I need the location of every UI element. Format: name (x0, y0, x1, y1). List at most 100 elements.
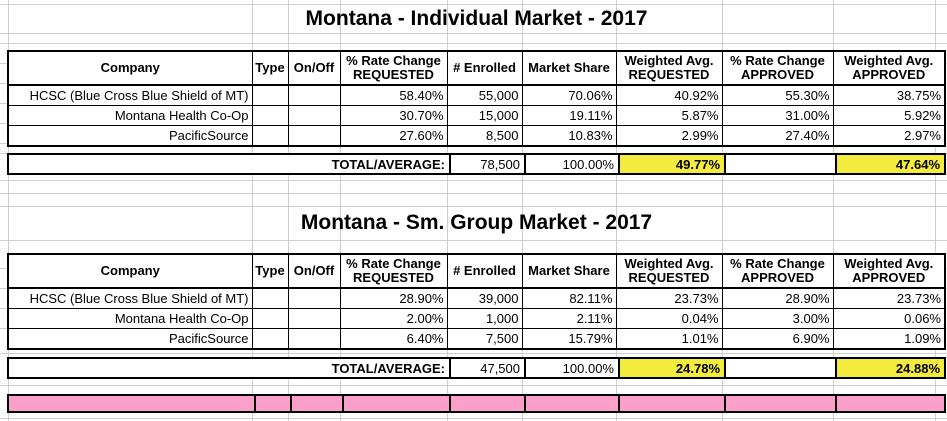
cell-rate-change-requested[interactable]: 58.40% (339, 84, 448, 106)
cell-on-off[interactable] (287, 308, 341, 329)
cell-enrolled[interactable]: 39,000 (446, 287, 523, 309)
col-header-type[interactable]: Type (251, 50, 289, 86)
cell-rate-change-approved[interactable]: 6.90% (721, 328, 834, 350)
col-header-weighted-avg-approved[interactable]: Weighted Avg. APPROVED (832, 253, 946, 289)
cell-company[interactable]: HCSC (Blue Cross Blue Shield of MT) (7, 287, 253, 309)
cell-enrolled[interactable]: 8,500 (446, 125, 523, 147)
pink-cell[interactable] (9, 396, 254, 411)
pink-empty-row (7, 394, 946, 413)
col-header-enrolled[interactable]: # Enrolled (446, 253, 523, 289)
table-row: HCSC (Blue Cross Blue Shield of MT) 28.9… (7, 287, 946, 309)
cell-market-share[interactable]: 82.11% (521, 287, 617, 309)
cell-weighted-avg-requested[interactable]: 1.01% (615, 328, 723, 350)
cell-weighted-avg-approved[interactable]: 5.92% (832, 105, 946, 126)
col-header-market-share[interactable]: Market Share (521, 50, 617, 86)
cell-company[interactable]: Montana Health Co-Op (7, 105, 253, 126)
total-rate-change-approved-empty[interactable] (724, 155, 835, 173)
cell-rate-change-approved[interactable]: 31.00% (721, 105, 834, 126)
cell-on-off[interactable] (287, 105, 341, 126)
total-enrolled[interactable]: 47,500 (449, 359, 524, 377)
cell-weighted-avg-approved[interactable]: 2.97% (832, 125, 946, 147)
cell-enrolled[interactable]: 7,500 (446, 328, 523, 350)
cell-company[interactable]: PacificSource (7, 328, 253, 350)
cell-market-share[interactable]: 19.11% (521, 105, 617, 126)
total-weighted-avg-requested[interactable]: 24.78% (618, 359, 724, 377)
col-header-on-off[interactable]: On/Off (287, 50, 341, 86)
col-header-weighted-avg-requested[interactable]: Weighted Avg. REQUESTED (615, 253, 723, 289)
cell-weighted-avg-approved[interactable]: 0.06% (832, 308, 946, 329)
pink-cell[interactable] (618, 396, 724, 411)
cell-type[interactable] (251, 287, 289, 309)
cell-market-share[interactable]: 70.06% (521, 84, 617, 106)
col-header-enrolled[interactable]: # Enrolled (446, 50, 523, 86)
total-market-share[interactable]: 100.00% (524, 155, 618, 173)
cell-enrolled[interactable]: 1,000 (446, 308, 523, 329)
cell-on-off[interactable] (287, 287, 341, 309)
pink-cell[interactable] (524, 396, 618, 411)
cell-weighted-avg-requested[interactable]: 40.92% (615, 84, 723, 106)
cell-market-share[interactable]: 15.79% (521, 328, 617, 350)
col-header-on-off[interactable]: On/Off (287, 253, 341, 289)
col-header-weighted-avg-requested[interactable]: Weighted Avg. REQUESTED (615, 50, 723, 86)
cell-weighted-avg-requested[interactable]: 2.99% (615, 125, 723, 147)
cell-weighted-avg-approved[interactable]: 1.09% (832, 328, 946, 350)
cell-company[interactable]: PacificSource (7, 125, 253, 147)
cell-type[interactable] (251, 84, 289, 106)
cell-weighted-avg-approved[interactable]: 23.73% (832, 287, 946, 309)
cell-type[interactable] (251, 125, 289, 147)
col-header-weighted-avg-approved[interactable]: Weighted Avg. APPROVED (832, 50, 946, 86)
col-header-company[interactable]: Company (7, 50, 253, 86)
small-group-market-title: Montana - Sm. Group Market - 2017 (300, 211, 653, 234)
cell-weighted-avg-requested[interactable]: 23.73% (615, 287, 723, 309)
col-header-rate-change-requested[interactable]: % Rate Change REQUESTED (339, 253, 448, 289)
cell-rate-change-approved[interactable]: 55.30% (721, 84, 834, 106)
pink-cell[interactable] (254, 396, 290, 411)
cell-on-off[interactable] (287, 328, 341, 350)
cell-rate-change-requested[interactable]: 6.40% (339, 328, 448, 350)
pink-cell[interactable] (835, 396, 944, 411)
col-header-company[interactable]: Company (7, 253, 253, 289)
header-row: Company Type On/Off % Rate Change REQUEST… (7, 50, 946, 86)
cell-rate-change-requested[interactable]: 27.60% (339, 125, 448, 147)
cell-type[interactable] (251, 105, 289, 126)
cell-enrolled[interactable]: 55,000 (446, 84, 523, 106)
cell-rate-change-requested[interactable]: 30.70% (339, 105, 448, 126)
cell-on-off[interactable] (287, 84, 341, 106)
header-row: Company Type On/Off % Rate Change REQUEST… (7, 253, 946, 289)
pink-cell[interactable] (342, 396, 449, 411)
cell-market-share[interactable]: 2.11% (521, 308, 617, 329)
cell-type[interactable] (251, 328, 289, 350)
cell-rate-change-approved[interactable]: 28.90% (721, 287, 834, 309)
total-weighted-avg-approved[interactable]: 47.64% (835, 155, 944, 173)
cell-rate-change-approved[interactable]: 3.00% (721, 308, 834, 329)
small-group-market-table: Company Type On/Off % Rate Change REQUEST… (7, 253, 946, 350)
total-label[interactable]: TOTAL/AVERAGE: (331, 360, 445, 376)
cell-enrolled[interactable]: 15,000 (446, 105, 523, 126)
total-weighted-avg-approved[interactable]: 24.88% (835, 359, 944, 377)
pink-cell[interactable] (290, 396, 342, 411)
total-label[interactable]: TOTAL/AVERAGE: (331, 156, 445, 172)
cell-company[interactable]: HCSC (Blue Cross Blue Shield of MT) (7, 84, 253, 106)
table-row: Montana Health Co-Op 2.00% 1,000 2.11% 0… (7, 308, 946, 329)
col-header-rate-change-approved[interactable]: % Rate Change APPROVED (721, 50, 834, 86)
col-header-type[interactable]: Type (251, 253, 289, 289)
col-header-rate-change-approved[interactable]: % Rate Change APPROVED (721, 253, 834, 289)
col-header-market-share[interactable]: Market Share (521, 253, 617, 289)
cell-rate-change-approved[interactable]: 27.40% (721, 125, 834, 147)
col-header-rate-change-requested[interactable]: % Rate Change REQUESTED (339, 50, 448, 86)
cell-rate-change-requested[interactable]: 2.00% (339, 308, 448, 329)
cell-weighted-avg-requested[interactable]: 5.87% (615, 105, 723, 126)
total-enrolled[interactable]: 78,500 (449, 155, 524, 173)
cell-market-share[interactable]: 10.83% (521, 125, 617, 147)
cell-rate-change-requested[interactable]: 28.90% (339, 287, 448, 309)
pink-cell[interactable] (724, 396, 835, 411)
cell-weighted-avg-requested[interactable]: 0.04% (615, 308, 723, 329)
pink-cell[interactable] (449, 396, 524, 411)
cell-weighted-avg-approved[interactable]: 38.75% (832, 84, 946, 106)
total-rate-change-approved-empty[interactable] (724, 359, 835, 377)
total-weighted-avg-requested[interactable]: 49.77% (618, 155, 724, 173)
total-market-share[interactable]: 100.00% (524, 359, 618, 377)
cell-company[interactable]: Montana Health Co-Op (7, 308, 253, 329)
cell-on-off[interactable] (287, 125, 341, 147)
cell-type[interactable] (251, 308, 289, 329)
